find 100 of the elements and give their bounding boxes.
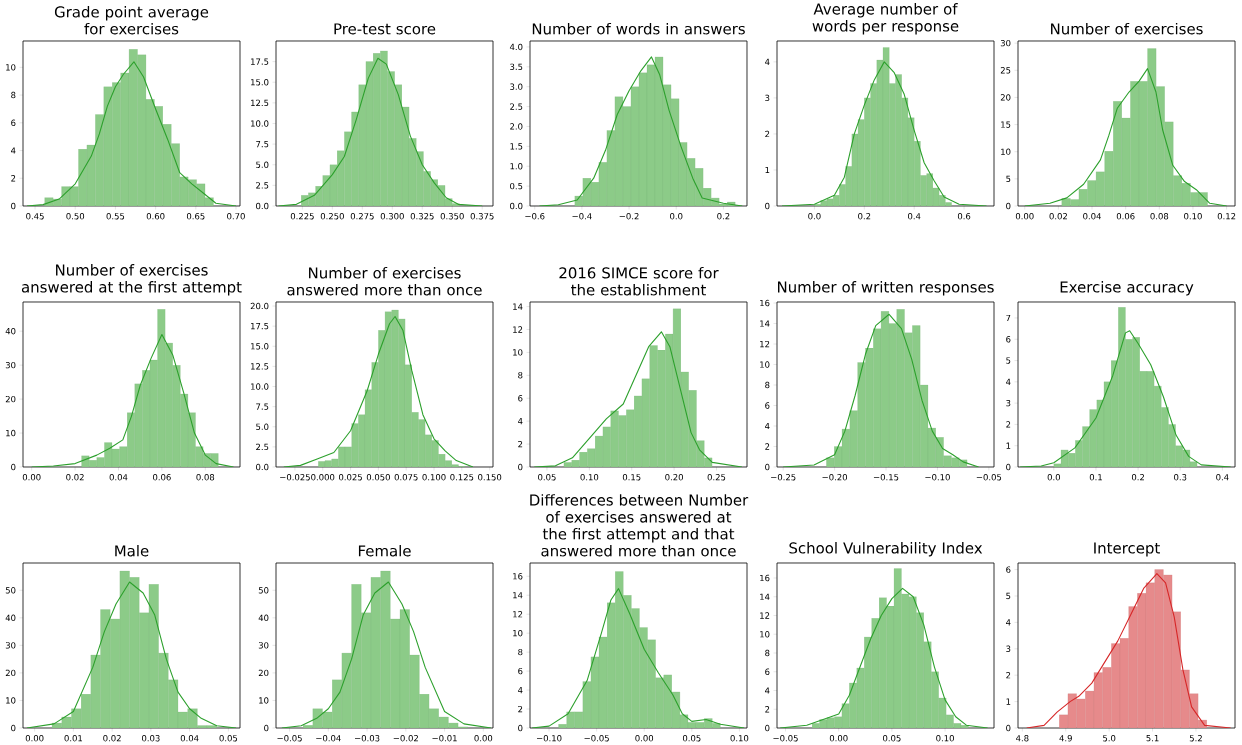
y-tick-label: 3 — [765, 94, 770, 102]
x-tick-label: 0.60 — [146, 213, 165, 220]
line-series — [281, 581, 492, 728]
y-tick-label: 15 — [1001, 121, 1011, 128]
y-tick-label: 1 — [1006, 698, 1011, 705]
y-tick-label: 12 — [513, 611, 523, 618]
y-tick-label: 16 — [513, 573, 523, 580]
x-tick-label: 0.70 — [227, 213, 245, 220]
y-tick-label: 10 — [760, 631, 770, 638]
y-tick-label: 10 — [6, 64, 16, 71]
x-tick-label: 0.375 — [470, 213, 494, 220]
y-tick-label: 10 — [1001, 148, 1011, 155]
y-tick-label: 0 — [1006, 463, 1011, 471]
x-tick-label: 0.00 — [1015, 213, 1034, 220]
y-tick-label: 2 — [1006, 421, 1011, 428]
y-tick-label: 6 — [765, 402, 770, 409]
x-tick-label: 0.4 — [1216, 474, 1229, 481]
y-tick-label: 8 — [765, 649, 770, 657]
x-tick-label: 0.6 — [957, 213, 971, 220]
line-series — [283, 315, 474, 467]
line-series — [1019, 330, 1232, 467]
y-tick-label: 4 — [518, 418, 523, 425]
y-tick-label: 0 — [765, 463, 770, 471]
y-tick-label: 16 — [760, 574, 770, 582]
x-tick-label: −0.025 — [280, 474, 310, 481]
y-tick-label: 40 — [5, 614, 16, 622]
chart-title: 2016 SIMCE score for the establishment — [559, 267, 719, 296]
y-tick-label: 1.0 — [510, 163, 523, 170]
y-tick-label: 0 — [264, 724, 269, 732]
y-tick-label: 0 — [1006, 202, 1011, 210]
y-tick-label: 2 — [765, 443, 770, 450]
chart-title: School Vulnerability Index — [789, 542, 983, 557]
y-tick-label: 2 — [518, 440, 523, 448]
y-tick-label: 7 — [1006, 314, 1011, 322]
x-tick-label: 0.05 — [219, 735, 238, 742]
y-tick-label: 40 — [258, 614, 269, 622]
x-tick-label: 0.10 — [730, 735, 749, 742]
x-tick-label: 0.325 — [410, 213, 434, 220]
chart-title: Exercise accuracy — [1060, 281, 1194, 296]
y-tick-label: 30 — [5, 642, 16, 649]
x-tick-label: −0.02 — [393, 735, 418, 742]
y-tick-label: 1 — [1006, 442, 1011, 449]
x-tick-label: −0.03 — [354, 735, 380, 742]
y-tick-label: 20 — [258, 669, 269, 677]
y-tick-label: 3 — [1006, 399, 1011, 407]
x-tick-label: 0.050 — [366, 474, 390, 481]
y-tick-label: 0 — [11, 202, 16, 210]
x-tick-label: 0.000 — [311, 474, 335, 481]
x-tick-label: −0.2 — [619, 213, 639, 220]
line-series — [538, 56, 743, 206]
x-tick-label: 0.150 — [478, 474, 502, 481]
x-tick-label: 0.04 — [180, 735, 199, 742]
y-tick-label: 14 — [760, 320, 770, 327]
x-tick-label: 0.45 — [26, 213, 44, 220]
x-tick-label: 0.4 — [908, 213, 921, 220]
y-tick-label: 8 — [765, 381, 770, 389]
y-tick-label: 10.0 — [251, 383, 269, 390]
x-tick-label: 0.25 — [707, 474, 726, 481]
x-tick-label: 0.225 — [290, 213, 314, 220]
x-tick-label: 0.100 — [422, 474, 446, 481]
x-tick-label: 0.025 — [339, 474, 362, 481]
y-tick-label: 10 — [760, 361, 770, 368]
chart-title: Intercept — [1094, 542, 1160, 557]
y-tick-label: 40 — [5, 328, 16, 335]
chart-title: Female — [358, 544, 411, 557]
x-tick-label: −0.04 — [316, 735, 341, 742]
y-tick-label: 4 — [765, 422, 770, 430]
y-tick-label: 10 — [6, 697, 16, 704]
y-tick-label: 20 — [1000, 94, 1011, 101]
x-tick-label: 0.02 — [66, 474, 84, 481]
y-tick-label: 6 — [11, 119, 16, 127]
line-series — [26, 581, 237, 728]
y-tick-label: 0 — [518, 724, 523, 732]
y-tick-label: 6 — [765, 668, 770, 675]
x-tick-label: 0.65 — [186, 213, 205, 220]
x-tick-label: 0.50 — [66, 213, 85, 220]
x-tick-label: 0.05 — [883, 735, 901, 742]
y-tick-label: 4 — [765, 687, 770, 694]
x-tick-label: −0.6 — [525, 213, 545, 220]
line-series — [277, 57, 483, 206]
x-tick-label: 0.2 — [858, 213, 871, 220]
y-tick-label: 4 — [11, 147, 16, 154]
y-tick-label: 0 — [765, 724, 770, 732]
x-tick-label: −0.05 — [584, 735, 609, 742]
x-tick-label: −0.10 — [925, 474, 950, 481]
y-tick-label: 0 — [765, 202, 770, 210]
chart-title: Number of exercises answered at the first attempt — [21, 264, 242, 296]
x-tick-label: 0.02 — [103, 735, 121, 742]
x-tick-label: 0.01 — [64, 735, 83, 742]
y-tick-label: 12 — [760, 340, 770, 348]
y-tick-label: 4 — [1006, 619, 1011, 626]
y-tick-label: 2 — [518, 705, 523, 713]
y-tick-label: 2 — [765, 706, 770, 713]
y-tick-label: 14 — [513, 592, 523, 599]
chart-title: Average number of words per response — [812, 3, 959, 35]
chart-title: Differences between Number of exercises answered at the first attempt and that answered more than once — [530, 494, 749, 557]
y-tick-label: 12.5 — [251, 99, 269, 107]
y-tick-label: 1 — [765, 166, 770, 174]
x-tick-label: 0.1 — [1089, 474, 1102, 481]
y-tick-label: 20 — [5, 395, 16, 403]
